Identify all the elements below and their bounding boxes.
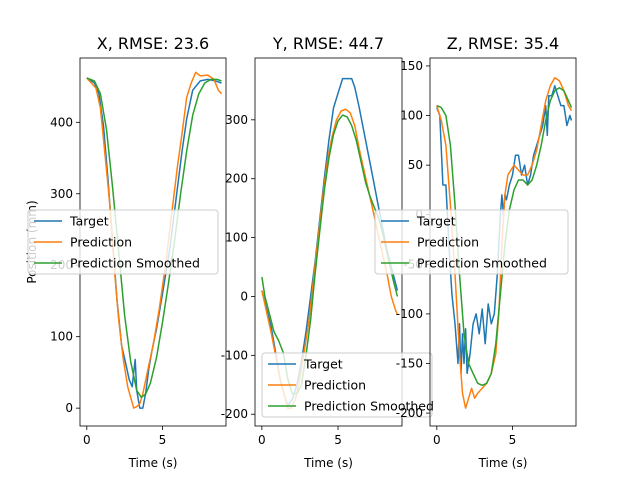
y-tick-label: 100 — [50, 330, 73, 344]
y-tick-label: 50 — [408, 158, 423, 172]
y-tick-label: 100 — [400, 109, 423, 123]
y-tick-label: 400 — [50, 115, 73, 129]
legend: Target Prediction Prediction Smoothed — [27, 209, 219, 275]
x-tick-label: 5 — [509, 433, 517, 447]
series-line-prediction-smoothed — [86, 77, 222, 399]
y-tick-label: -100 — [396, 307, 423, 321]
y-tick-label: 100 — [225, 231, 248, 245]
x-tick-label: 5 — [334, 433, 342, 447]
legend-label: Prediction Smoothed — [304, 399, 434, 414]
series-line-prediction-smoothed — [261, 114, 399, 395]
y-tick-label: -200 — [396, 406, 423, 420]
legend: Target Prediction Prediction Smoothed — [261, 352, 434, 418]
legend-label: Target — [416, 214, 456, 229]
legend-label: Prediction Smoothed — [417, 256, 547, 271]
y-tick-label: 0 — [65, 401, 73, 415]
subplot-title: Z, RMSE: 35.4 — [447, 34, 559, 53]
legend-box — [27, 209, 219, 275]
subplot-title: Y, RMSE: 44.7 — [272, 34, 384, 53]
legend: Target Prediction Prediction Smoothed — [374, 209, 569, 275]
legend-label: Target — [69, 214, 109, 229]
x-axis-label: Time (s) — [303, 456, 353, 470]
y-tick-label: 200 — [225, 172, 248, 186]
x-axis-label: Time (s) — [128, 456, 178, 470]
legend-label: Prediction — [70, 235, 132, 250]
y-tick-label: 300 — [225, 113, 248, 127]
y-tick-label: 300 — [50, 187, 73, 201]
legend-label: Prediction — [417, 235, 479, 250]
series-line-target — [436, 85, 573, 375]
y-tick-label: -100 — [221, 348, 248, 362]
legend-label: Prediction Smoothed — [70, 256, 200, 271]
subplot-title: X, RMSE: 23.6 — [97, 34, 209, 53]
y-tick-label: -150 — [396, 357, 423, 371]
legend-box — [374, 209, 569, 275]
x-tick-label: 0 — [258, 433, 266, 447]
legend-label: Target — [303, 357, 343, 372]
y-tick-label: 0 — [240, 289, 248, 303]
x-axis-label: Time (s) — [478, 456, 528, 470]
subplot-2: 0 5 -200 -100 0 100 200 300 Y, RMSE: 44.7 Time (s… — [221, 34, 434, 470]
subplot-3: 05-200-150-100-50050100150Z, RMSE: 35.4T… — [374, 34, 577, 470]
legend-label: Prediction — [304, 378, 366, 393]
y-tick-label: -200 — [221, 407, 248, 421]
series-line-prediction — [86, 71, 223, 409]
x-tick-label: 5 — [159, 433, 167, 447]
y-tick-label: 150 — [400, 59, 423, 73]
x-tick-label: 0 — [433, 433, 441, 447]
x-tick-label: 0 — [83, 433, 91, 447]
legend-box — [261, 352, 433, 418]
